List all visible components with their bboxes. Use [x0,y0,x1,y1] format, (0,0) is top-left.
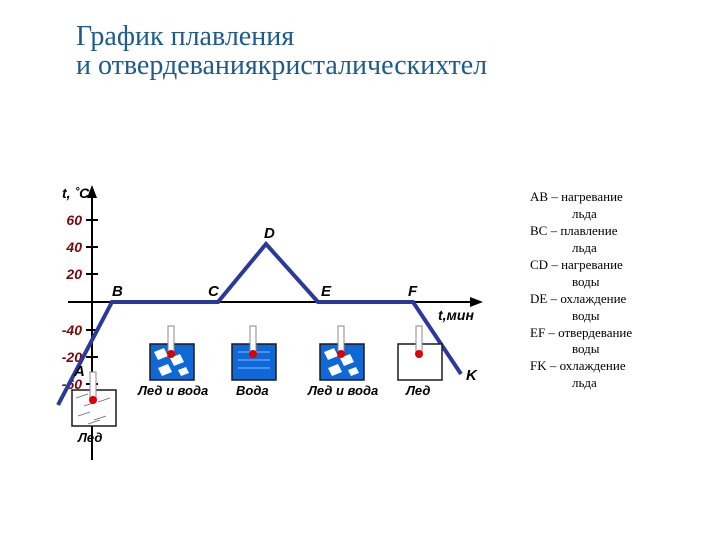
leg-CD-1: нагревание [561,257,623,272]
pt-A: A [73,363,85,380]
pt-K: K [466,367,478,384]
x-axis-label: t,мин [438,307,474,323]
leg-DE-2: воды [572,308,600,323]
leg-EF-1: отвердевание [558,325,632,340]
leg-DE-1: охлаждение [560,291,626,306]
lbl-led-2: Лед [405,383,430,398]
pt-C: C [208,283,220,300]
beaker-water [232,326,276,380]
leg-FK-2: льда [572,375,597,390]
leg-EF-s: EF [530,325,545,340]
lbl-ledvoda-1: Лед и вода [137,383,208,398]
leg-BC-s: BC [530,223,547,238]
pt-E: E [321,283,332,300]
phase-curve [58,244,461,405]
title-line2: и отвердеваниякристалическихтел [76,50,487,81]
pt-B: B [112,283,123,300]
leg-DE-s: DE [530,291,547,306]
lbl-led-1: Лед [77,430,102,445]
ytick-40: 40 [65,239,82,255]
leg-BC-2: льда [572,240,597,255]
beaker-ice-water-2 [320,326,364,380]
leg-AB-s: AB [530,189,548,204]
leg-CD-s: CD [530,257,548,272]
leg-FK-s: FK [530,358,547,373]
title-line1: График плавления [76,21,294,52]
leg-FK-1: охлаждение [560,358,626,373]
page-title: График плавления и отвердеваниякристалич… [76,22,487,81]
leg-CD-2: воды [572,274,600,289]
lbl-voda: Вода [236,383,269,398]
legend: AB – нагревание льда BC – плавление льда… [530,190,700,393]
ytick-20: 20 [65,266,82,282]
leg-AB-1: нагревание [561,189,623,204]
lbl-ledvoda-2: Лед и вода [307,383,378,398]
leg-AB-2: льда [572,206,597,221]
melting-chart: 60 40 20 -40 -20 -60 t, ˚C t,мин A B C D… [38,180,498,480]
leg-BC-1: плавление [560,223,617,238]
ytick-m40: -40 [62,322,82,338]
ytick-60: 60 [66,212,82,228]
pt-D: D [264,225,275,242]
pt-F: F [408,283,418,300]
y-axis-label: t, ˚C [62,185,90,201]
leg-EF-2: воды [572,341,600,356]
beaker-ice-water-1 [150,326,194,380]
